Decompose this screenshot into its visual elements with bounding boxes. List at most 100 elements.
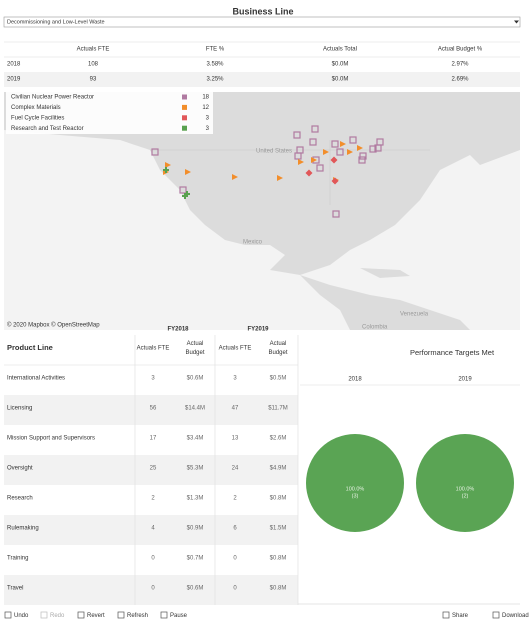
column-header: Actual Budget — [268, 341, 287, 356]
map-marker — [349, 136, 357, 144]
column-header: Actuals FTE — [77, 47, 110, 53]
cell: $1.5M — [270, 526, 287, 532]
toolbar-button[interactable]: Undo — [14, 613, 29, 619]
cell: 93 — [90, 77, 97, 83]
column-header: Actuals FTE — [219, 346, 252, 352]
table-title: Product Line — [7, 343, 53, 352]
map-marker — [232, 174, 238, 180]
map-marker — [331, 140, 339, 148]
map-legend — [6, 92, 213, 134]
toolbar-icon[interactable] — [160, 611, 168, 619]
cell: 0 — [233, 586, 237, 592]
map-marker — [374, 144, 382, 152]
toolbar-button[interactable]: Pause — [170, 613, 188, 619]
toolbar-button[interactable]: Revert — [87, 613, 105, 619]
legend-swatch — [182, 94, 187, 100]
cell: 0 — [151, 556, 155, 562]
map-marker — [305, 169, 313, 177]
cell: $4.9M — [270, 466, 287, 472]
toolbar-icon[interactable] — [40, 611, 48, 619]
map-marker — [184, 191, 190, 197]
cell: $11.7M — [268, 406, 288, 412]
cell: 2.97% — [451, 62, 469, 68]
cell: $0.7M — [187, 556, 204, 562]
toolbar-button[interactable]: Share — [452, 613, 469, 619]
cell: $0.8M — [270, 556, 287, 562]
map-marker — [296, 146, 304, 154]
map-marker — [369, 145, 377, 153]
cell: $0.0M — [332, 62, 349, 68]
cell: 2.69% — [451, 77, 469, 83]
column-header: Actual Budget % — [438, 47, 483, 53]
toolbar-icon[interactable] — [492, 611, 500, 619]
pie — [306, 434, 404, 532]
cell: 13 — [232, 436, 239, 442]
cell: $0.6M — [187, 376, 204, 382]
cell: Rulemaking — [7, 526, 39, 532]
cell: $14.4M — [185, 406, 205, 412]
map-marker — [151, 148, 159, 156]
cell: $0.8M — [270, 586, 287, 592]
cell: 17 — [150, 436, 157, 442]
map-marker — [277, 175, 283, 181]
toolbar-button[interactable]: Refresh — [127, 613, 148, 619]
map-marker — [357, 145, 363, 151]
dropdown-text[interactable]: Decommissioning and Low-Level Waste — [7, 19, 105, 25]
cell: $5.3M — [187, 466, 204, 472]
cell: 47 — [232, 406, 239, 412]
column-header: Actuals FTE — [137, 346, 170, 352]
map-marker — [165, 162, 171, 168]
pie — [416, 434, 514, 532]
cell: Travel — [7, 586, 23, 592]
map-marker — [179, 186, 187, 194]
dropdown[interactable] — [3, 16, 521, 28]
toolbar-icon[interactable] — [442, 611, 450, 619]
row-bg — [4, 455, 298, 485]
legend-count: 3 — [206, 115, 210, 121]
map-attribution: © 2020 Mapbox © OpenStreetMap — [7, 322, 100, 329]
legend-label: Fuel Cycle Facilities — [11, 115, 64, 121]
cell: International Activities — [7, 376, 65, 382]
legend-label: Research and Test Reactor — [11, 126, 84, 132]
cell: 2 — [151, 496, 155, 502]
map-label: Colombia — [362, 325, 388, 331]
pie-label: (2) — [462, 493, 469, 499]
cell: Oversight — [7, 466, 33, 472]
pie-label: 100.0% — [456, 486, 475, 492]
cell: 2 — [233, 496, 237, 502]
cell: Licensing — [7, 406, 32, 412]
cell: $0.6M — [187, 586, 204, 592]
legend-count: 12 — [202, 105, 209, 111]
cell: 0 — [151, 586, 155, 592]
group-header: FY2018 — [167, 327, 189, 333]
map-marker — [298, 159, 304, 165]
toolbar-icon[interactable] — [4, 611, 12, 619]
map-label: Mexico — [243, 240, 263, 246]
cell: 3 — [233, 376, 237, 382]
cell: Research — [7, 496, 33, 502]
map-marker — [330, 156, 338, 164]
title: Business Line — [232, 6, 293, 16]
toolbar-icon[interactable] — [77, 611, 85, 619]
toolbar-button[interactable]: Download — [502, 613, 529, 619]
toolbar-icon[interactable] — [117, 611, 125, 619]
toolbar-button[interactable]: Redo — [50, 613, 65, 619]
legend-swatch — [182, 115, 187, 121]
cell: 3 — [151, 376, 155, 382]
pie-label: 100.0% — [346, 486, 365, 492]
map-marker — [323, 149, 329, 155]
group-header: FY2019 — [247, 327, 269, 333]
legend-swatch — [182, 104, 187, 110]
map-marker — [309, 138, 317, 146]
map-marker — [163, 167, 169, 173]
cell: $3.4M — [187, 436, 204, 442]
column-header: Actuals Total — [323, 47, 357, 53]
dropdown-arrow — [514, 20, 519, 24]
map-marker — [311, 157, 317, 163]
map-marker — [316, 164, 324, 172]
column-header: FTE % — [206, 47, 225, 53]
map — [4, 92, 520, 330]
cell: 4 — [151, 526, 155, 532]
cell: 3.25% — [206, 77, 224, 83]
